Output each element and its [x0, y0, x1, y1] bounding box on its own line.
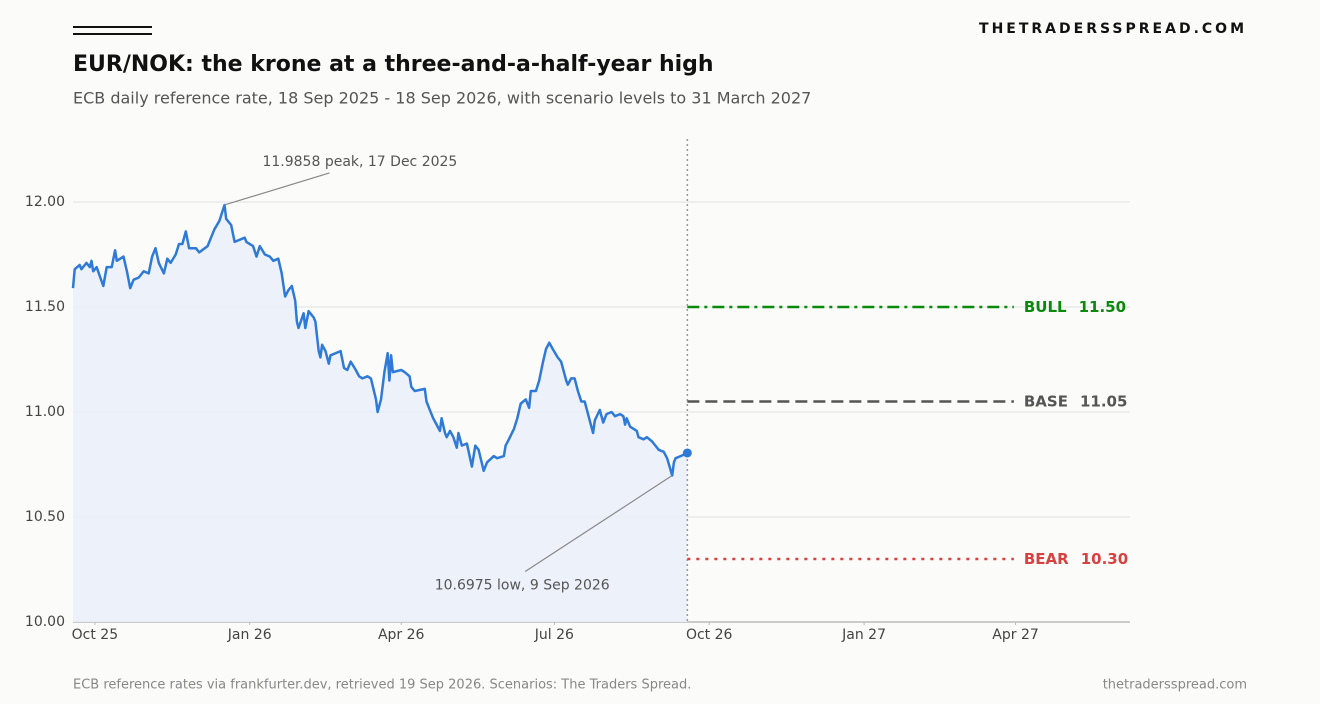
x-tick-label: Jan 26	[227, 627, 272, 643]
chart-subtitle: ECB daily reference rate, 18 Sep 2025 - …	[73, 89, 811, 108]
y-tick-label: 10.50	[25, 509, 65, 525]
scenario-value: 10.30	[1081, 550, 1128, 568]
y-tick-label: 11.50	[25, 299, 65, 315]
area-fill	[73, 205, 688, 622]
y-tick-label: 10.00	[25, 614, 65, 630]
x-tick-label: Jan 27	[841, 627, 886, 643]
x-tick-label: Apr 26	[378, 627, 425, 643]
annotation-leader	[524, 475, 673, 573]
scenario-label: BULL 11.50	[1024, 298, 1126, 316]
price-line	[71, 203, 688, 477]
scenario-name: BASE	[1024, 392, 1068, 410]
x-tick-label: Oct 26	[686, 627, 733, 643]
footer-site: thetradersspread.com	[1103, 678, 1247, 693]
scenario-label: BASE 11.05	[1024, 392, 1128, 410]
scenario-label: BEAR 10.30	[1024, 550, 1128, 568]
scenario-value: 11.05	[1080, 392, 1127, 410]
last-point	[682, 448, 692, 458]
y-tick-label: 11.00	[25, 404, 65, 420]
chart-title: EUR/NOK: the krone at a three-and-a-half…	[73, 52, 714, 77]
x-tick-label: Jul 26	[534, 627, 574, 643]
y-tick-label: 12.00	[25, 194, 65, 210]
brand: THETRADERSSPREAD.COM	[979, 21, 1247, 37]
annotation: 10.6975 low, 9 Sep 2026	[435, 578, 610, 594]
annotation-leader	[224, 172, 330, 206]
x-tick-label: Apr 27	[992, 627, 1038, 643]
annotation: 11.9858 peak, 17 Dec 2025	[262, 154, 457, 170]
footer-source: ECB reference rates via frankfurter.dev,…	[73, 678, 691, 693]
scenario-name: BEAR	[1024, 550, 1069, 568]
scenario-name: BULL	[1024, 298, 1067, 316]
x-tick-label: Oct 25	[72, 627, 118, 643]
scenario-value: 11.50	[1079, 298, 1126, 316]
